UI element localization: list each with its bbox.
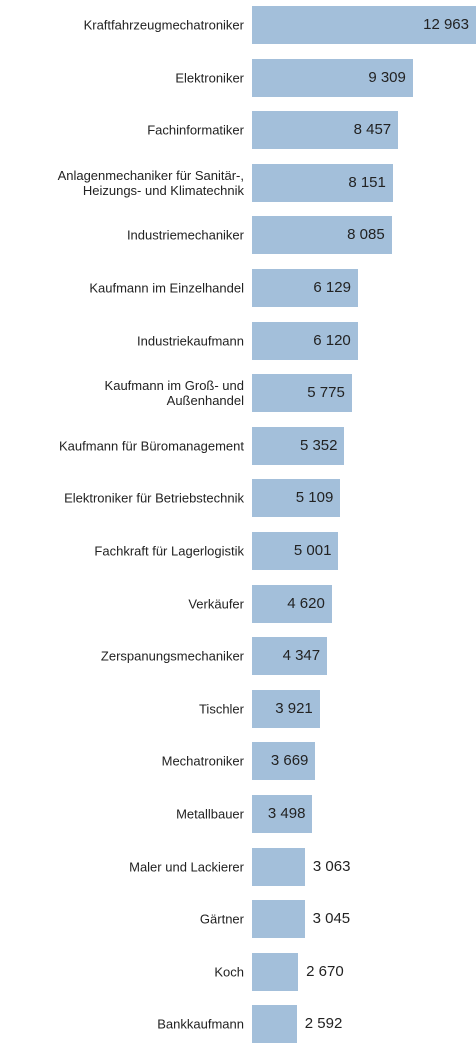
bar xyxy=(252,269,358,307)
category-label: Koch xyxy=(214,964,244,980)
value-label: 6 120 xyxy=(313,331,351,349)
bar xyxy=(252,1005,297,1043)
category-label: Elektroniker xyxy=(175,70,244,86)
category-label: Industriekaufmann xyxy=(137,333,244,349)
category-label: Kaufmann im Einzelhandel xyxy=(89,280,244,296)
value-label: 4 620 xyxy=(287,594,325,612)
category-label: Anlagenmechaniker für Sanitär-, Heizungs… xyxy=(57,167,244,198)
bar xyxy=(252,426,345,465)
value-label: 3 063 xyxy=(312,857,351,875)
category-label: Bankkaufmann xyxy=(157,1016,244,1032)
category-label: Verkäufer xyxy=(188,596,244,612)
value-label: 5 352 xyxy=(299,436,338,454)
value-label: 8 457 xyxy=(353,121,392,139)
bar xyxy=(252,847,305,886)
value-label: 4 347 xyxy=(282,647,321,665)
category-label: Zerspanungsmechaniker xyxy=(100,648,244,664)
bar xyxy=(252,532,339,570)
value-label: 3 921 xyxy=(275,699,313,717)
value-label: 2 592 xyxy=(304,1015,343,1033)
value-label: 9 309 xyxy=(368,68,406,86)
category-label: Metallbauer xyxy=(176,806,244,822)
bar xyxy=(252,689,320,728)
value-label: 2 670 xyxy=(306,962,344,980)
bar xyxy=(252,742,316,781)
category-label: Elektroniker für Betriebstechnik xyxy=(64,490,244,506)
bar xyxy=(252,163,393,202)
category-label: Mechatroniker xyxy=(161,753,244,769)
bar xyxy=(252,321,358,360)
category-label: Kaufmann im Groß- und Außenhandel xyxy=(104,378,244,409)
category-label: Fachkraft für Lagerlogistik xyxy=(94,543,244,559)
bar xyxy=(252,952,299,991)
value-label: 12 963 xyxy=(423,16,469,33)
value-label: 8 085 xyxy=(347,226,385,244)
bar xyxy=(252,216,392,255)
value-label: 5 001 xyxy=(293,542,332,559)
category-label: Tischler xyxy=(198,701,244,717)
bar xyxy=(252,6,476,44)
value-label: 8 151 xyxy=(348,173,386,191)
value-label: 5 775 xyxy=(307,384,345,402)
category-label: Kaufmann für Büromanagement xyxy=(59,438,244,454)
category-label: Industriemechaniker xyxy=(126,227,244,243)
bar xyxy=(252,58,413,97)
value-label: 5 109 xyxy=(295,489,334,507)
value-label: 3 498 xyxy=(267,805,306,822)
bar xyxy=(252,584,332,623)
value-label: 3 669 xyxy=(270,752,309,770)
bar xyxy=(252,900,305,939)
category-label: Fachinformatiker xyxy=(147,122,244,138)
value-label: 6 129 xyxy=(313,279,351,296)
bar xyxy=(252,374,352,413)
category-label: Gärtner xyxy=(199,911,244,927)
bar xyxy=(252,795,313,833)
category-label: Maler und Lackierer xyxy=(129,859,244,875)
category-label: Kraftfahrzeugmechatroniker xyxy=(83,17,244,33)
bar xyxy=(252,111,399,150)
value-label: 3 045 xyxy=(312,910,351,928)
bar xyxy=(252,479,341,518)
bar xyxy=(252,637,328,676)
